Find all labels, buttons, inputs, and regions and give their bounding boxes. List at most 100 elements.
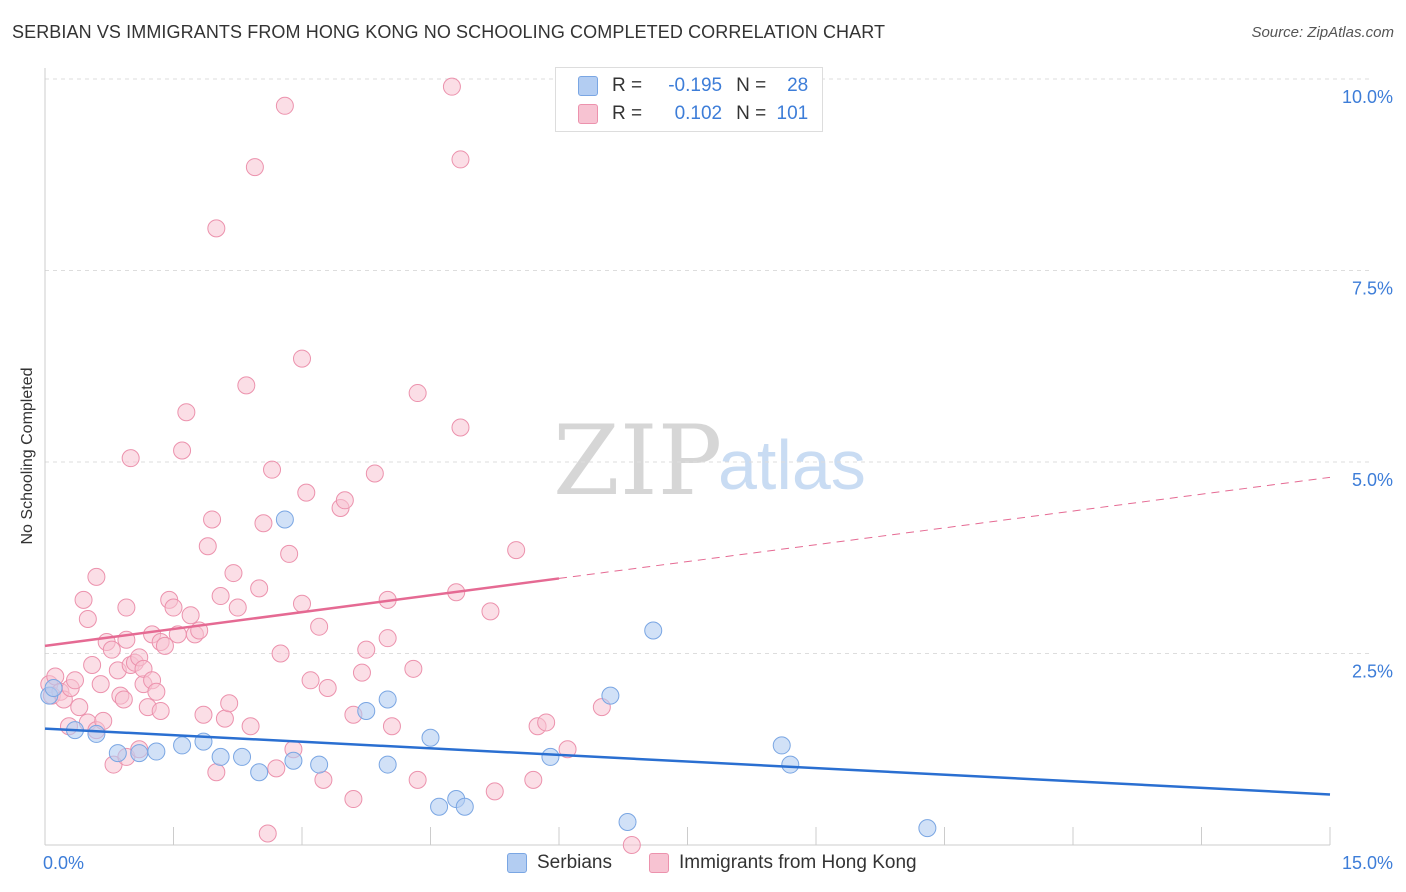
hong-kong-point xyxy=(114,690,133,709)
hong-kong-point xyxy=(558,740,577,759)
serbians-point xyxy=(108,744,127,763)
hong-kong-point xyxy=(83,655,102,674)
legend-n-label: N = xyxy=(736,103,767,124)
serbians-point xyxy=(284,751,303,770)
hong-kong-point xyxy=(335,491,354,510)
hong-kong-point xyxy=(70,698,89,717)
hong-kong-point xyxy=(537,713,556,732)
x-tick-label: 15.0% xyxy=(1342,853,1393,873)
hong-kong-point xyxy=(121,449,140,468)
hong-kong-point xyxy=(65,671,84,690)
watermark-atlas: atlas xyxy=(718,426,866,504)
serbians-point xyxy=(275,510,294,529)
legend-n-label: N = xyxy=(736,75,767,96)
hong-kong-point xyxy=(224,564,243,583)
hong-kong-point xyxy=(177,403,196,422)
serbians-point xyxy=(250,763,269,782)
hong-kong-point xyxy=(442,77,461,96)
serbians-point xyxy=(644,621,663,640)
hong-kong-point xyxy=(378,629,397,648)
hong-kong-point xyxy=(404,659,423,678)
hong-kong-point xyxy=(344,790,363,809)
legend-row-hong-kong: R = 0.102 N = 101 xyxy=(578,102,808,126)
hong-kong-point xyxy=(91,675,110,694)
y-tick-label: 7.5% xyxy=(1352,279,1393,299)
serbians-point xyxy=(601,686,620,705)
serbians-point xyxy=(772,736,791,755)
hong-kong-point xyxy=(507,541,526,560)
x-tick-label: 0.0% xyxy=(43,853,84,873)
bottom-legend-hong-kong[interactable]: Immigrants from Hong Kong xyxy=(649,852,917,874)
hong-kong-point xyxy=(155,636,174,655)
hong-kong-point xyxy=(365,464,384,483)
hong-kong-point xyxy=(267,759,286,778)
serbians-point xyxy=(233,747,252,766)
hong-kong-point xyxy=(194,705,213,724)
legend-r-value: -0.195 xyxy=(668,75,723,96)
hong-kong-swatch xyxy=(649,853,669,873)
hong-kong-point xyxy=(87,567,106,586)
bottom-legend-label: Immigrants from Hong Kong xyxy=(679,852,917,873)
hong-kong-point xyxy=(451,150,470,169)
serbians-point xyxy=(173,736,192,755)
hong-kong-point xyxy=(293,594,311,613)
serbians-point xyxy=(455,797,474,816)
legend-r-label: R = xyxy=(612,75,643,96)
hong-kong-point xyxy=(241,717,260,736)
hong-kong-point xyxy=(293,349,311,368)
serbians-point xyxy=(310,755,329,774)
serbians-swatch xyxy=(507,853,527,873)
hong-kong-swatch xyxy=(578,104,598,124)
hong-kong-point xyxy=(408,384,427,403)
hong-kong-point xyxy=(280,544,299,563)
hong-kong-point xyxy=(181,606,200,625)
hong-kong-point xyxy=(215,709,234,728)
hong-kong-trend-extension xyxy=(558,476,1331,579)
serbians-point xyxy=(87,724,106,743)
legend-r-label: R = xyxy=(612,103,643,124)
chart-title: SERBIAN VS IMMIGRANTS FROM HONG KONG NO … xyxy=(12,22,886,42)
serbians-point xyxy=(618,813,637,832)
serbians-swatch xyxy=(578,76,598,96)
hong-kong-point xyxy=(297,483,316,502)
hong-kong-point xyxy=(524,770,543,789)
hong-kong-point xyxy=(271,644,290,663)
correlation-legend: R = -0.195 N = 28 R = 0.102 N = 101 xyxy=(555,67,823,132)
serbians-point xyxy=(781,755,800,774)
hong-kong-point xyxy=(74,590,93,609)
bottom-legend-serbians[interactable]: Serbians xyxy=(507,852,612,874)
hong-kong-point xyxy=(203,510,222,529)
hong-kong-point xyxy=(357,640,376,659)
serbians-point xyxy=(918,819,937,838)
legend-r-value: 0.102 xyxy=(674,103,723,124)
hong-kong-point xyxy=(314,770,333,789)
hong-kong-point xyxy=(408,770,427,789)
legend-n-value: 28 xyxy=(787,75,809,96)
hong-kong-point xyxy=(485,782,504,801)
serbians-point xyxy=(130,744,149,763)
hong-kong-point xyxy=(263,460,282,479)
legend-row-serbians: R = -0.195 N = 28 xyxy=(578,74,808,98)
hong-kong-point xyxy=(78,610,97,629)
hong-kong-trend-line xyxy=(44,577,560,648)
hong-kong-point xyxy=(352,663,371,682)
serbians-point xyxy=(211,747,230,766)
hong-kong-point xyxy=(481,602,500,621)
hong-kong-point xyxy=(102,640,121,659)
serbians-point xyxy=(357,701,376,720)
hong-kong-point xyxy=(151,701,170,720)
serbians-trend-line xyxy=(44,727,1331,796)
watermark-zip: ZIP xyxy=(553,405,723,517)
serbians-point xyxy=(147,742,166,761)
hong-kong-point xyxy=(318,678,337,697)
hong-kong-point xyxy=(211,587,230,606)
y-tick-label: 10.0% xyxy=(1342,87,1393,107)
hong-kong-point xyxy=(275,96,294,115)
y-tick-label: 5.0% xyxy=(1352,470,1393,490)
hong-kong-point xyxy=(228,598,247,617)
serbians-point xyxy=(44,678,63,697)
hong-kong-point xyxy=(622,836,641,854)
serbians-point xyxy=(541,747,560,766)
y-tick-label: 2.5% xyxy=(1352,662,1393,682)
hong-kong-point xyxy=(207,763,226,782)
